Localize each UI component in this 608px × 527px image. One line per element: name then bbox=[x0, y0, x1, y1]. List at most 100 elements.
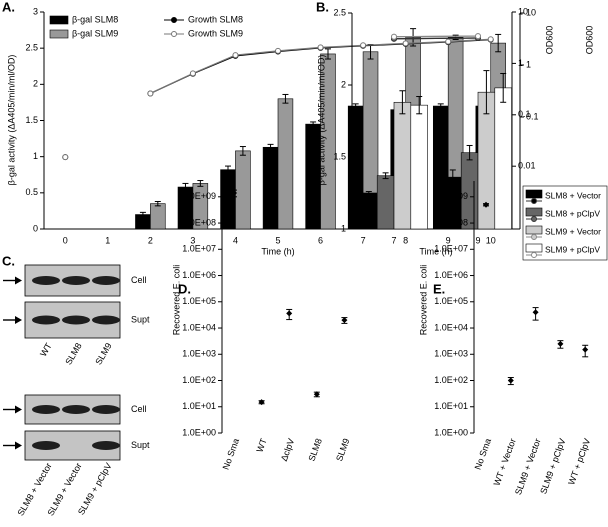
y-axis-label: Recovered E. coli bbox=[171, 265, 181, 336]
x-tick-label: WT + pClpV bbox=[566, 437, 592, 486]
bar bbox=[277, 98, 294, 230]
tick-label: 1 bbox=[341, 223, 346, 233]
x-tick-label: 0 bbox=[63, 235, 68, 245]
blot-band bbox=[92, 441, 120, 450]
legend-swatch bbox=[49, 15, 69, 25]
error-bar bbox=[324, 48, 331, 60]
legend-label: SLM9 + Vector bbox=[545, 226, 601, 236]
tick-label: 1.0E+03 bbox=[434, 349, 468, 359]
growth-point bbox=[275, 47, 281, 54]
x-tick-label: 9 bbox=[446, 235, 451, 245]
x-tick-label: 8 bbox=[403, 235, 408, 245]
error-bar bbox=[382, 172, 389, 180]
y2-axis-label: OD600 bbox=[584, 26, 594, 55]
error-bar bbox=[416, 96, 423, 115]
point bbox=[582, 346, 589, 353]
point bbox=[341, 317, 348, 324]
bar bbox=[262, 146, 279, 230]
y-axis-label: Recovered E. coli bbox=[418, 265, 428, 336]
growth-point bbox=[445, 38, 452, 45]
tick-label: 1.0E+04 bbox=[434, 322, 468, 332]
tick-label: 1 bbox=[526, 59, 531, 69]
blot-band bbox=[32, 405, 60, 414]
error-bar bbox=[500, 72, 507, 103]
blot-band bbox=[62, 315, 90, 325]
tick-label: 1.5 bbox=[333, 151, 346, 161]
blot-row-label: Supt bbox=[131, 314, 150, 324]
panel-label: C. bbox=[2, 253, 15, 268]
blot-row-label: Cell bbox=[131, 275, 147, 285]
x-tick-label: SLM8 bbox=[306, 437, 323, 463]
error-bar bbox=[182, 182, 189, 192]
legend-marker bbox=[531, 252, 537, 258]
error-bar bbox=[197, 180, 204, 187]
x-tick-label: 5 bbox=[275, 235, 280, 245]
x-tick-label: 2 bbox=[148, 235, 153, 245]
error-bar bbox=[399, 90, 406, 115]
x-tick-label: SLM9 bbox=[334, 437, 351, 463]
arrow-head bbox=[15, 441, 22, 450]
point bbox=[313, 391, 320, 398]
tick-label: 2 bbox=[341, 79, 346, 89]
tick-label: 1.0E+00 bbox=[434, 427, 468, 437]
x-tick-label: 7 bbox=[361, 235, 366, 245]
bar bbox=[410, 104, 428, 230]
panel-label: E. bbox=[433, 281, 445, 296]
arrow-head bbox=[15, 405, 22, 414]
legend-marker bbox=[531, 234, 537, 240]
tick-label: 1.0E+06 bbox=[434, 270, 468, 280]
legend-label: SLM9 + pClpV bbox=[545, 244, 600, 254]
growth-point bbox=[147, 90, 154, 97]
tick-label: 1.0E+05 bbox=[434, 296, 468, 306]
error-bar bbox=[310, 121, 317, 127]
x-tick-label: 1 bbox=[105, 235, 110, 245]
tick-label: 1.0E+02 bbox=[434, 375, 468, 385]
x-tick-label: SLM9 + Vector bbox=[513, 437, 543, 496]
x-tick-label: WT + Vector bbox=[492, 437, 518, 487]
x-tick-label: WT bbox=[255, 437, 269, 454]
error-bar bbox=[365, 191, 372, 195]
x-tick-label: 7 bbox=[391, 235, 396, 245]
legend-label: β-gal SLM8 bbox=[72, 14, 118, 24]
legend-label: Growth SLM9 bbox=[188, 28, 243, 38]
tick-label: 1.0E+04 bbox=[182, 322, 216, 332]
point bbox=[231, 189, 237, 196]
legend-marker bbox=[531, 198, 537, 204]
tick-label: 1.0E+07 bbox=[434, 244, 468, 254]
growth-point bbox=[391, 33, 397, 40]
tick-label: 0.1 bbox=[518, 109, 531, 119]
growth-line bbox=[393, 37, 479, 40]
point bbox=[557, 340, 564, 347]
tick-label: 10 bbox=[526, 7, 536, 17]
bar bbox=[220, 169, 236, 230]
tick-label: 0.1 bbox=[526, 111, 539, 121]
bar bbox=[150, 203, 166, 230]
y-axis-label: β-gal activity (ΔA405/min/ml/OD) bbox=[316, 55, 326, 186]
arrow-head bbox=[15, 276, 22, 285]
point bbox=[258, 399, 265, 406]
legend-swatch bbox=[525, 189, 543, 199]
blot-row-label: Supt bbox=[131, 440, 150, 450]
tick-label: 1.0E+08 bbox=[182, 217, 216, 227]
legend-marker bbox=[531, 216, 537, 222]
bar bbox=[393, 101, 412, 230]
tick-label: 1.0E+09 bbox=[434, 191, 468, 201]
legend-swatch bbox=[525, 225, 543, 235]
error-bar bbox=[449, 169, 456, 185]
growth-point bbox=[317, 44, 324, 51]
error-bar bbox=[267, 143, 274, 151]
lane-label: WT bbox=[38, 341, 54, 359]
bar bbox=[360, 192, 378, 230]
y2-axis-label: OD600 bbox=[544, 26, 554, 55]
growth-point bbox=[360, 42, 367, 49]
tick-label: 1.0E+08 bbox=[434, 217, 468, 227]
error-bar bbox=[483, 70, 490, 115]
legend-marker bbox=[171, 17, 177, 23]
tick-label: 0.01 bbox=[518, 161, 536, 171]
tick-label: 2.5 bbox=[25, 43, 38, 53]
legend-label: Growth SLM8 bbox=[188, 14, 243, 24]
error-bar bbox=[282, 93, 289, 104]
tick-label: 3 bbox=[33, 6, 38, 16]
panel-label: B. bbox=[316, 0, 329, 14]
blot-band bbox=[32, 441, 60, 450]
